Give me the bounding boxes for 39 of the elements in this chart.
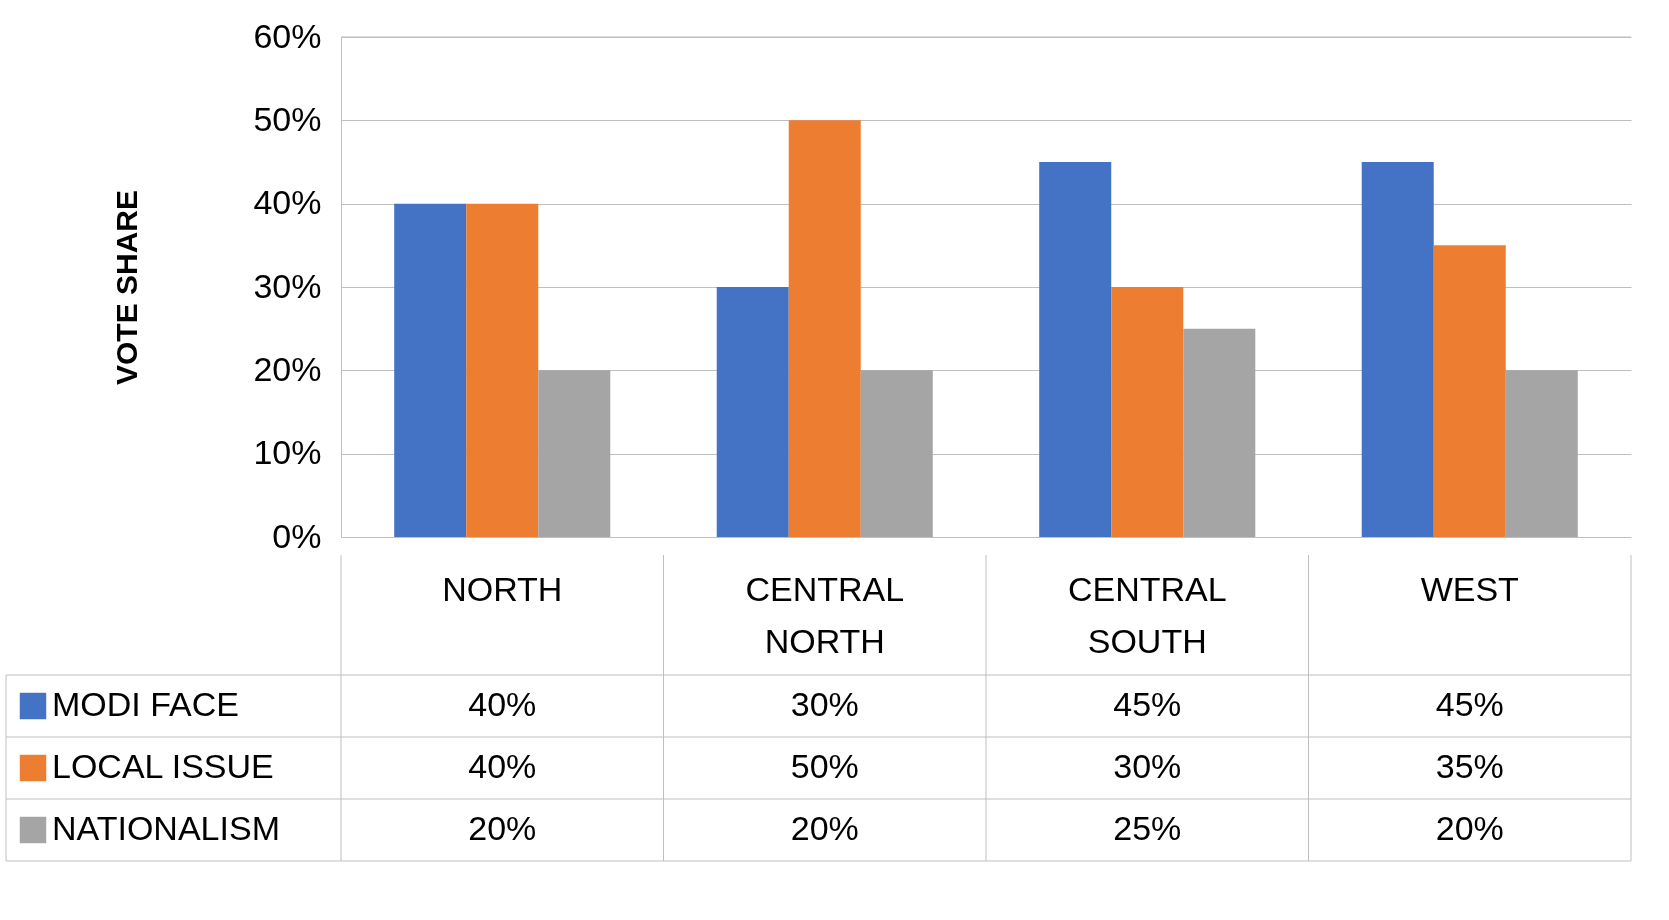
bar [1433,245,1506,537]
data-label: 40% [468,685,537,723]
data-label: 30% [790,685,859,723]
y-tick-label: 20% [253,349,322,388]
bar [788,120,861,537]
bar [466,203,539,537]
bar [538,370,611,537]
legend-label: NATIONALISM [52,809,280,847]
y-tick-label: 10% [253,433,322,472]
y-tick-label: 60% [253,16,322,55]
y-tick-label: 40% [253,183,322,222]
data-label: 45% [1435,685,1504,723]
bar [1183,328,1256,537]
bar [860,370,933,537]
data-label: 20% [1435,809,1504,847]
bar [716,287,789,537]
legend-label: MODI FACE [52,685,240,723]
data-label: 20% [790,809,859,847]
bar [1111,287,1184,537]
bar [1505,370,1578,537]
data-label: 20% [468,809,537,847]
data-label: 35% [1435,747,1504,785]
y-tick-label: 0% [272,516,322,555]
bar [394,203,467,537]
legend-label: LOCAL ISSUE [52,747,274,785]
y-tick-label: 50% [253,99,322,138]
x-tick-label: CENTRAL SOUTH [1067,570,1227,660]
data-label: 40% [468,747,537,785]
x-tick-label: WEST [1420,570,1519,608]
x-tick-label: NORTH [442,570,563,608]
data-label: 25% [1113,809,1182,847]
bar [1039,162,1112,537]
data-label: 45% [1113,685,1182,723]
y-axis-title: VOTE SHARE [110,189,144,386]
data-label: 30% [1113,747,1182,785]
y-tick-label: 30% [253,266,322,305]
bar [1361,162,1434,537]
x-tick-label: CENTRAL NORTH [745,570,905,660]
data-label: 50% [790,747,859,785]
